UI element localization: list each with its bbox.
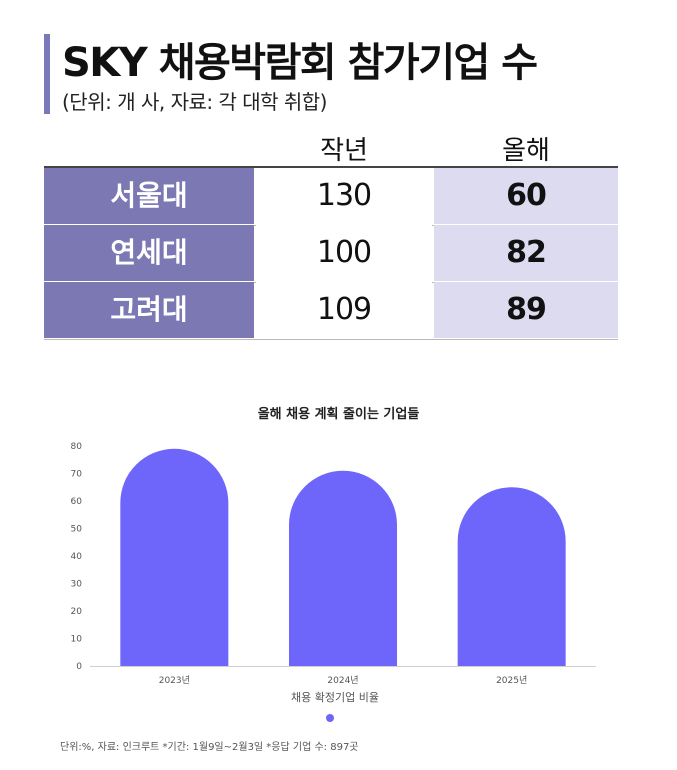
x-tick-label: 2025년 xyxy=(496,675,527,686)
y-tick-label: 10 xyxy=(71,635,83,645)
bar xyxy=(120,448,229,666)
last-year-count: 100 xyxy=(256,225,432,281)
y-tick-label: 80 xyxy=(71,442,83,452)
column-header-last-year: 작년 xyxy=(320,136,368,166)
x-tick-label: 2023년 xyxy=(159,675,190,686)
source-note: 단위:%, 자료: 인크루트 *기간: 1월9일~2월3일 *응답 기업 수: … xyxy=(60,742,359,753)
page-subtitle: (단위: 개 사, 자료: 각 대학 취합) xyxy=(62,90,327,114)
university-name: 연세대 xyxy=(44,225,254,281)
y-tick-label: 50 xyxy=(71,525,83,535)
university-name: 고려대 xyxy=(44,282,254,338)
title-accent-bar xyxy=(44,34,50,114)
column-header-this-year: 올해 xyxy=(502,136,550,166)
y-tick-label: 30 xyxy=(71,580,83,590)
page-title: SKY 채용박람회 참가기업 수 xyxy=(62,40,538,86)
x-tick-label: 2024년 xyxy=(327,675,358,686)
last-year-count: 109 xyxy=(256,282,432,338)
y-tick-label: 40 xyxy=(71,552,83,562)
bar xyxy=(457,487,566,666)
legend-marker xyxy=(326,714,334,722)
this-year-count: 60 xyxy=(434,168,618,224)
y-tick-label: 0 xyxy=(76,662,82,672)
legend-label: 채용 확정기업 비율 xyxy=(291,691,379,704)
table-row: 고려대 109 89 xyxy=(44,282,618,340)
this-year-count: 89 xyxy=(434,282,618,338)
chart-title: 올해 채용 계획 줄이는 기업들 xyxy=(257,407,420,422)
y-tick-label: 70 xyxy=(71,470,83,480)
university-name: 서울대 xyxy=(44,168,254,224)
this-year-count: 82 xyxy=(434,225,618,281)
y-tick-label: 60 xyxy=(71,497,83,507)
table-top-rule xyxy=(44,166,618,168)
last-year-count: 130 xyxy=(256,168,432,224)
table-row: 서울대 130 60 xyxy=(44,168,618,226)
table-row: 연세대 100 82 xyxy=(44,225,618,283)
y-tick-label: 20 xyxy=(71,607,83,617)
bar xyxy=(289,470,397,666)
